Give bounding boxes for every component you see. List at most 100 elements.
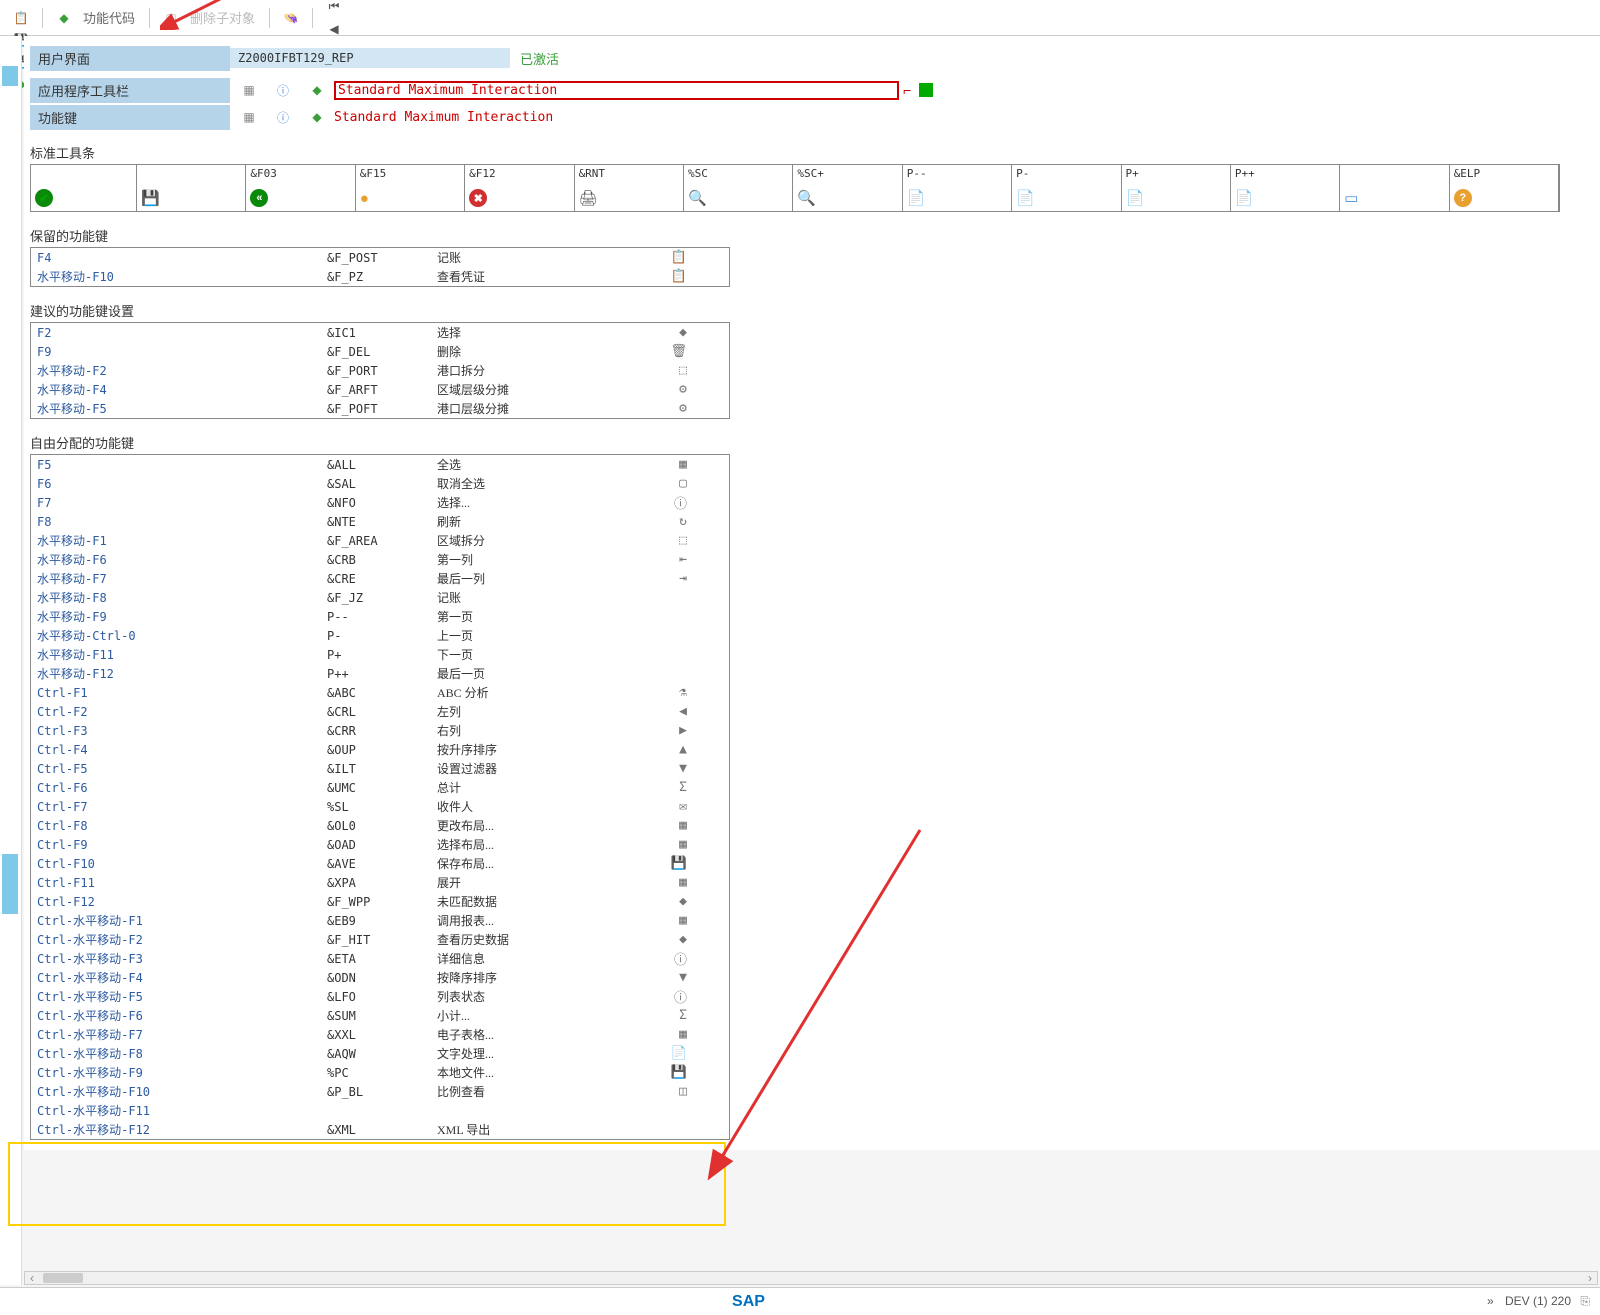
fkey-row[interactable]: Ctrl-水平移动-F12&XMLXML 导出 — [31, 1120, 729, 1139]
std-toolbar-cell[interactable]: P--📄 — [903, 165, 1012, 211]
fkey-code: %PC — [327, 1066, 437, 1080]
fkey-row[interactable]: Ctrl-水平移动-F4&ODN按降序排序▼ — [31, 968, 729, 987]
std-cell-code: P-- — [907, 167, 1007, 180]
fkey-row[interactable]: Ctrl-水平移动-F6&SUM小计...Σ — [31, 1006, 729, 1025]
fkey-row[interactable]: Ctrl-F6&UMC总计Σ — [31, 778, 729, 797]
fkey-row[interactable]: 水平移动-F2&F_PORT港口拆分⬚ — [31, 361, 729, 380]
fkey-icon: ↻ — [647, 514, 687, 529]
std-toolbar-cell[interactable]: &RNT🖨 — [575, 165, 684, 211]
fkey-row[interactable]: 水平移动-F5&F_POFT港口层级分摊⚙ — [31, 399, 729, 418]
fkey-key: Ctrl-水平移动-F2 — [37, 931, 327, 948]
fkey-key: Ctrl-F10 — [37, 857, 327, 871]
fkey-row[interactable]: 水平移动-F1&F_AREA区域拆分⬚ — [31, 531, 729, 550]
expand-icon[interactable]: ▦ — [240, 81, 258, 99]
fkey-row[interactable]: Ctrl-水平移动-F8&AQW文字处理...📄 — [31, 1044, 729, 1063]
fkey-row[interactable]: 水平移动-F12P++最后一页 — [31, 664, 729, 683]
fkey-row[interactable]: 水平移动-F6&CRB第一列⇤ — [31, 550, 729, 569]
fkey-row[interactable]: Ctrl-F1&ABCABC 分析⚗ — [31, 683, 729, 702]
fkey-row[interactable]: 水平移动-Ctrl-0P-上一页 — [31, 626, 729, 645]
fkey-row[interactable]: Ctrl-F8&OL0更改布局...▦ — [31, 816, 729, 835]
scrollbar-thumb[interactable] — [43, 1273, 83, 1283]
std-toolbar-cell[interactable]: P++📄 — [1231, 165, 1340, 211]
horizontal-scrollbar[interactable]: ‹ › — [24, 1271, 1598, 1285]
fkey-desc: 详细信息 — [437, 950, 647, 967]
std-toolbar-cell[interactable]: 💾 — [137, 165, 246, 211]
fkey-row[interactable]: Ctrl-水平移动-F3&ETA详细信息ⓘ — [31, 949, 729, 968]
fkey-row[interactable]: 水平移动-F8&F_JZ记账 — [31, 588, 729, 607]
fkey-icon: ▼ — [647, 970, 687, 985]
fkey-code: &XPA — [327, 876, 437, 890]
fkey-desc: 保存布局... — [437, 855, 647, 872]
fkey-row[interactable]: 水平移动-F11P+下一页 — [31, 645, 729, 664]
fkey-row[interactable]: F2&IC1选择◆ — [31, 323, 729, 342]
scroll-right-icon[interactable]: › — [1583, 1271, 1597, 1285]
fkey-key: Ctrl-F12 — [37, 895, 327, 909]
std-toolbar-cell[interactable]: ▭ — [1340, 165, 1449, 211]
std-toolbar-cell[interactable]: &F03« — [246, 165, 355, 211]
tree-icon[interactable]: ◆ — [53, 7, 75, 29]
fkey-desc: 按升序排序 — [437, 741, 647, 758]
fkey-row[interactable]: Ctrl-F7%SL收件人✉ — [31, 797, 729, 816]
fkey-row[interactable]: F5&ALL全选▦ — [31, 455, 729, 474]
fkey-row[interactable]: 水平移动-F4&F_ARFT区域层级分摊⚙ — [31, 380, 729, 399]
fkey-key: 水平移动-F2 — [37, 362, 327, 379]
tree-icon[interactable]: ◆ — [308, 108, 326, 126]
document-icon[interactable]: ▢ — [160, 7, 182, 29]
fkey-row[interactable]: Ctrl-水平移动-F1&EB9调用报表...▦ — [31, 911, 729, 930]
fkey-code: &F_AREA — [327, 534, 437, 548]
std-toolbar-cell[interactable]: ✔ — [31, 165, 137, 211]
expand-icon[interactable]: ▦ — [240, 108, 258, 126]
fkey-row[interactable]: Ctrl-水平移动-F11 — [31, 1101, 729, 1120]
tree-icon[interactable]: ◆ — [308, 81, 326, 99]
fkey-key: 水平移动-F10 — [37, 268, 327, 285]
nav-first-icon[interactable]: ⏮ — [323, 0, 345, 18]
fkey-row[interactable]: Ctrl-F11&XPA展开▦ — [31, 873, 729, 892]
fkey-row[interactable]: 水平移动-F7&CRE最后一列⇥ — [31, 569, 729, 588]
paste-icon[interactable]: 📋 — [10, 7, 32, 29]
fkey-row[interactable]: Ctrl-F12&F_WPP未匹配数据◆ — [31, 892, 729, 911]
fkey-row[interactable]: Ctrl-F3&CRR右列▶ — [31, 721, 729, 740]
fkey-key: 水平移动-F7 — [37, 570, 327, 587]
std-toolbar-cell[interactable]: &F15● — [356, 165, 465, 211]
fkey-icon: ⬚ — [647, 533, 687, 548]
std-toolbar-cell[interactable]: P-📄 — [1012, 165, 1121, 211]
toolbar-separator — [42, 8, 43, 28]
fkey-row[interactable]: Ctrl-水平移动-F7&XXL电子表格...▦ — [31, 1025, 729, 1044]
fkey-row[interactable]: Ctrl-水平移动-F10&P_BL比例查看◫ — [31, 1082, 729, 1101]
std-toolbar-cell[interactable]: %SC🔍 — [684, 165, 793, 211]
info-icon[interactable]: ⓘ — [274, 108, 292, 126]
delete-sub-button[interactable]: 删除子对象 — [190, 8, 255, 27]
fkey-desc: 比例查看 — [437, 1083, 647, 1100]
fkey-row[interactable]: Ctrl-F5&ILT设置过滤器▼ — [31, 759, 729, 778]
fkey-desc: 区域层级分摊 — [437, 381, 647, 398]
fkey-row[interactable]: Ctrl-F9&OAD选择布局...▦ — [31, 835, 729, 854]
std-toolbar-cell[interactable]: &ELP? — [1450, 165, 1559, 211]
std-toolbar-cell[interactable]: %SC+🔍 — [793, 165, 902, 211]
info-icon[interactable]: ⓘ — [274, 81, 292, 99]
ui-value: Z2000IFBT129_REP — [230, 48, 510, 68]
fkey-row[interactable]: 水平移动-F10&F_PZ查看凭证📋 — [31, 267, 729, 286]
mini-icon-group: ▦ ⓘ ◆ — [240, 81, 326, 99]
hat-icon[interactable]: 👒 — [280, 7, 302, 29]
scroll-left-icon[interactable]: ‹ — [25, 1271, 39, 1285]
func-code-button[interactable]: 功能代码 — [83, 8, 135, 27]
fkey-row[interactable]: Ctrl-F2&CRL左列◀ — [31, 702, 729, 721]
fkey-row[interactable]: Ctrl-水平移动-F2&F_HIT查看历史数据◆ — [31, 930, 729, 949]
fkey-row[interactable]: Ctrl-F10&AVE保存布局...💾 — [31, 854, 729, 873]
fkey-row[interactable]: F8&NTE刷新↻ — [31, 512, 729, 531]
fkey-code: &F_JZ — [327, 591, 437, 605]
std-toolbar-cell[interactable]: &F12✖ — [465, 165, 574, 211]
fkey-row[interactable]: F6&SAL取消全选▢ — [31, 474, 729, 493]
fkey-row[interactable]: Ctrl-水平移动-F5&LFO列表状态ⓘ — [31, 987, 729, 1006]
fkey-key: 水平移动-F4 — [37, 381, 327, 398]
fkey-row[interactable]: 水平移动-F9P--第一页 — [31, 607, 729, 626]
fkey-row[interactable]: F7&NFO选择...ⓘ — [31, 493, 729, 512]
fkey-row[interactable]: Ctrl-水平移动-F9%PC本地文件...💾 — [31, 1063, 729, 1082]
std-toolbar-cell[interactable]: P+📄 — [1122, 165, 1231, 211]
fkey-code: &ABC — [327, 686, 437, 700]
fkey-code: &OAD — [327, 838, 437, 852]
fkey-row[interactable]: F4&F_POST记账📋 — [31, 248, 729, 267]
fkey-code: &OL0 — [327, 819, 437, 833]
fkey-row[interactable]: F9&F_DEL删除🗑 — [31, 342, 729, 361]
fkey-row[interactable]: Ctrl-F4&OUP按升序排序▲ — [31, 740, 729, 759]
